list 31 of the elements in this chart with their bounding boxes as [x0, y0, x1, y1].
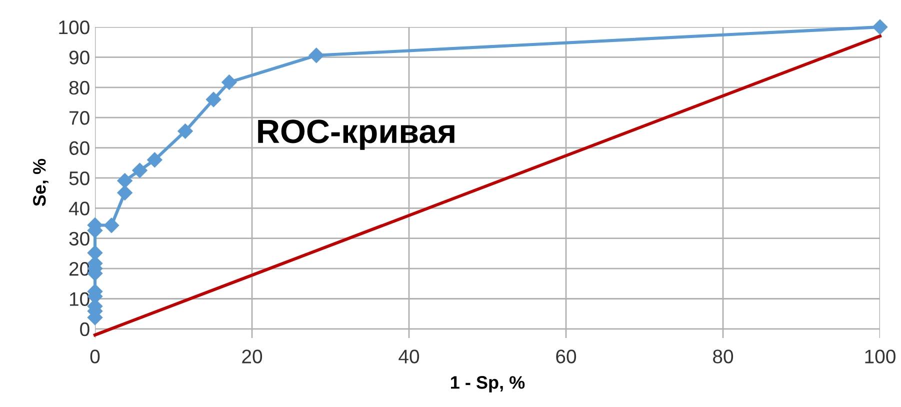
- x-axis-title: 1 - Sp, %: [451, 376, 525, 392]
- point: [104, 218, 120, 233]
- x-tick-label: 80: [713, 350, 734, 364]
- y-axis-title: Se, %: [33, 158, 48, 206]
- x-tick-label: 40: [398, 350, 420, 364]
- y-tick-label: 0: [80, 322, 90, 336]
- point: [308, 48, 324, 63]
- point: [206, 92, 222, 108]
- point: [87, 245, 103, 260]
- point: [117, 185, 132, 200]
- point: [222, 74, 237, 90]
- y-tick-label: 90: [69, 50, 90, 64]
- y-tick-label: 30: [69, 232, 90, 246]
- y-tick-label: 10: [70, 292, 90, 306]
- x-tick-label: 20: [242, 350, 262, 364]
- y-tick-label: 100: [59, 20, 90, 34]
- point: [132, 162, 148, 178]
- x-tick-label: 0: [90, 350, 100, 364]
- y-tick-label: 40: [68, 202, 90, 216]
- y-tick-label: 20: [69, 262, 90, 276]
- point: [117, 173, 132, 188]
- y-tick-label: 70: [70, 111, 90, 125]
- annotation: ROC-кривая: [258, 120, 454, 150]
- y-tick-label: 50: [69, 171, 90, 186]
- point: [178, 124, 193, 139]
- y-tick-label: 80: [69, 80, 90, 95]
- x-tick-label: 100: [865, 350, 896, 364]
- point: [872, 19, 888, 35]
- x-tick-label: 60: [556, 350, 576, 364]
- y-tick-label: 60: [70, 141, 90, 156]
- point: [147, 152, 162, 168]
